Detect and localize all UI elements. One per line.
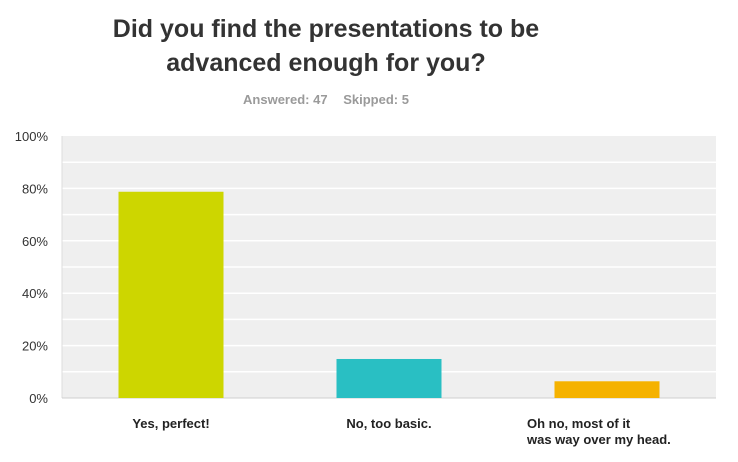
category-label: Oh no, most of it was way over my head. <box>526 416 671 447</box>
bar <box>554 381 660 398</box>
y-tick-label: 80% <box>22 181 48 196</box>
answered-count: Answered: 47 <box>243 92 328 107</box>
chart-title-line-2: advanced enough for you? <box>166 49 486 77</box>
y-tick-label: 20% <box>22 339 48 354</box>
y-tick-label: 100% <box>15 129 49 144</box>
y-tick-label: 0% <box>29 391 48 406</box>
bars <box>118 191 660 398</box>
y-tick-label: 40% <box>22 286 48 301</box>
chart-title: Did you find the presentations to be adv… <box>0 12 652 80</box>
skipped-count: Skipped: 5 <box>343 92 409 107</box>
y-axis-ticks: 0% 20% 40% 60% 80% 100% <box>15 129 49 406</box>
y-tick-label: 60% <box>22 234 48 249</box>
response-stats: Answered: 47 Skipped: 5 <box>0 92 652 107</box>
chart-title-line-1: Did you find the presentations to be <box>112 15 540 43</box>
category-label: No, too basic. <box>346 416 431 431</box>
bar <box>118 191 224 398</box>
x-axis-categories: Yes, perfect! No, too basic. Oh no, most o… <box>132 416 670 447</box>
bar <box>336 358 442 398</box>
category-label: Yes, perfect! <box>132 416 209 431</box>
